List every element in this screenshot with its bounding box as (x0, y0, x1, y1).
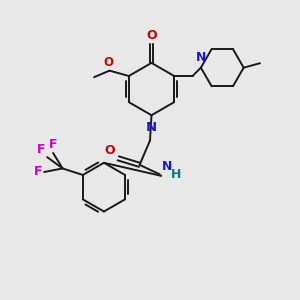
Text: O: O (103, 56, 113, 69)
Text: N: N (196, 50, 207, 64)
Text: O: O (146, 29, 157, 42)
Text: N: N (146, 121, 157, 134)
Text: F: F (34, 166, 42, 178)
Text: N: N (162, 160, 172, 173)
Text: F: F (49, 138, 57, 151)
Text: O: O (105, 144, 115, 157)
Text: H: H (170, 169, 181, 182)
Text: F: F (37, 142, 45, 156)
